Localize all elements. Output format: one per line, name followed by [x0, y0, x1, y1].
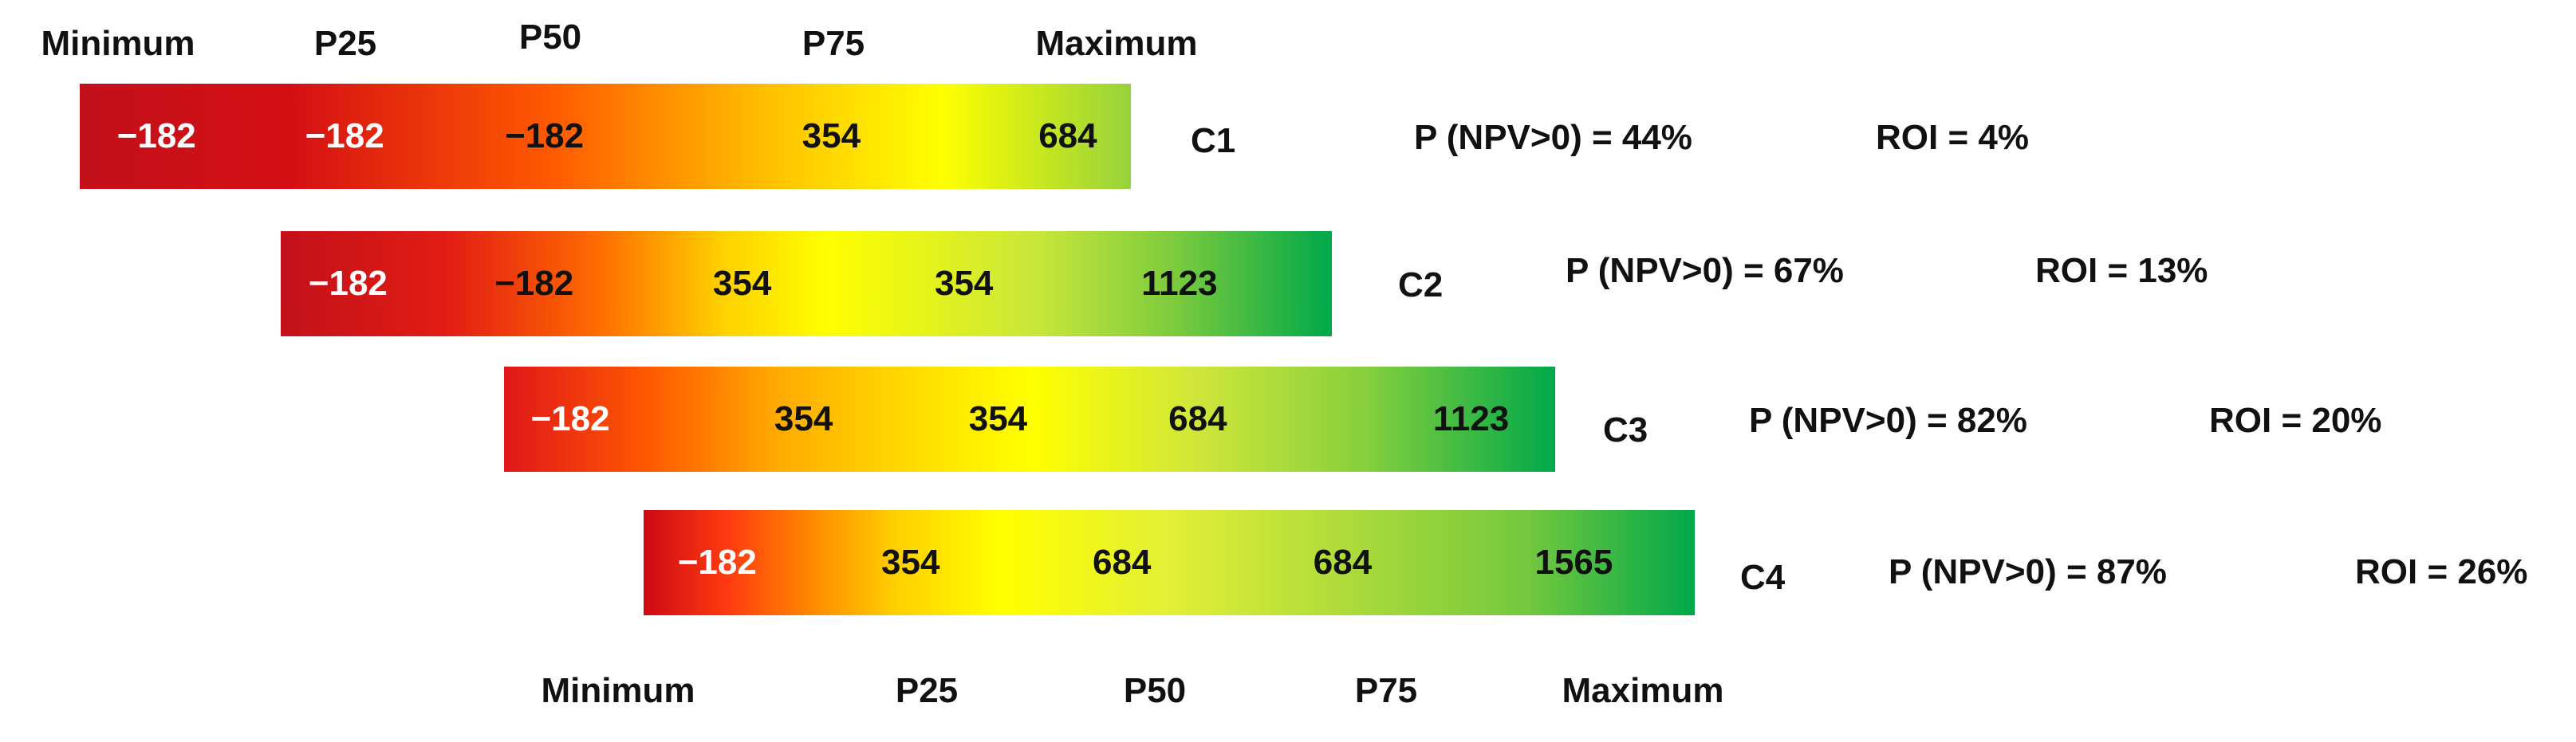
bar-label: 354 [881, 543, 940, 582]
bottom-header-p25: P25 [895, 671, 959, 710]
bar-label: −182 [308, 264, 388, 303]
bar-label: 684 [1313, 543, 1373, 582]
top-header-p75: P75 [802, 24, 865, 63]
roi-label: ROI = 26% [2355, 552, 2528, 591]
bar-c2: −182 −182 354 354 1123 [281, 231, 1332, 336]
roi-label: ROI = 20% [2209, 401, 2382, 440]
bar-label: 684 [1092, 543, 1152, 582]
bar-label: 354 [934, 264, 994, 303]
top-header-maximum: Maximum [1035, 24, 1198, 63]
roi-label: ROI = 13% [2035, 251, 2208, 290]
bar-c1: −182 −182 −182 354 684 [80, 84, 1131, 189]
bottom-header-maximum: Maximum [1562, 671, 1724, 710]
p-npv-label: P (NPV>0) = 67% [1566, 251, 1844, 290]
bar-label: 354 [774, 399, 833, 438]
bar-label: 354 [968, 399, 1028, 438]
bar-label: −182 [116, 116, 196, 155]
p-npv-label: P (NPV>0) = 82% [1749, 401, 2027, 440]
bar-label: −182 [305, 116, 384, 155]
case-label: C4 [1740, 558, 1786, 597]
bar-label: 354 [802, 116, 861, 155]
bar-label: −182 [494, 264, 574, 303]
bottom-header-p50: P50 [1123, 671, 1187, 710]
case-label: C3 [1603, 410, 1648, 450]
bar-label: 684 [1038, 116, 1097, 155]
bar-label: 1565 [1534, 543, 1613, 582]
case-label: C2 [1398, 265, 1444, 304]
bar-label: 1123 [1432, 399, 1510, 438]
bar-label: 684 [1168, 399, 1227, 438]
p-npv-label: P (NPV>0) = 87% [1889, 552, 2167, 591]
top-header-minimum: Minimum [41, 24, 195, 63]
bar-label: 1123 [1141, 264, 1218, 303]
case-label: C1 [1191, 121, 1236, 160]
bar-label: −182 [677, 543, 757, 582]
bar-c4: −182 354 684 684 1565 [644, 510, 1695, 615]
bar-c3: −182 354 354 684 1123 [504, 367, 1555, 472]
bar-label: 354 [712, 264, 772, 303]
p-npv-label: P (NPV>0) = 44% [1414, 118, 1692, 157]
bottom-header-p75: P75 [1354, 671, 1418, 710]
bar-label: −182 [504, 116, 585, 155]
bottom-header-minimum: Minimum [541, 671, 695, 710]
roi-label: ROI = 4% [1876, 118, 2029, 157]
bar-label: −182 [530, 399, 610, 438]
top-header-p25: P25 [313, 24, 377, 63]
top-header-p50: P50 [518, 18, 582, 57]
